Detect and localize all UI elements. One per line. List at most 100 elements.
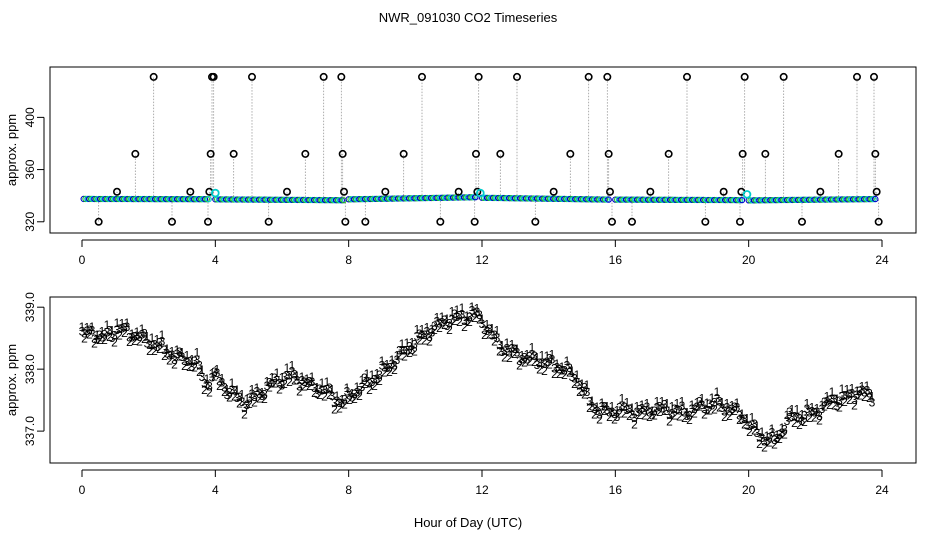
series-3-point: 3 [631,411,638,425]
top-highlight-points [211,188,752,199]
series-2-point: 2 [386,365,393,379]
series-2-point: 2 [651,409,658,423]
series-3-point: 3 [611,407,618,421]
series-3-point: 3 [626,402,633,416]
series-3-point: 3 [814,405,821,419]
series-1-point: 1 [254,381,261,395]
series-1-point: 1 [819,398,826,412]
series-2-point: 2 [566,366,573,380]
series-1-point: 1 [859,379,866,393]
series-2-point: 2 [491,334,498,348]
series-3-point: 3 [584,385,591,399]
series-3-point: 3 [859,383,866,397]
series-3-point: 3 [224,388,231,402]
series-2-point: 2 [806,411,813,425]
series-2-point: 2 [181,359,188,373]
series-1-point: 1 [159,328,166,342]
series-2-point: 2 [851,398,858,412]
series-3-point: 3 [524,353,531,367]
series-3-point: 3 [496,338,503,352]
outlier-point [852,72,861,81]
series-2-point: 2 [526,355,533,369]
series-3-point: 3 [334,394,341,408]
series-2-point: 2 [816,414,823,428]
series-1-point: 1 [599,396,606,410]
outlier-point [627,217,636,226]
series-1-point: 1 [464,309,471,323]
series-1-point: 1 [114,316,121,330]
series-1-point: 1 [814,402,821,416]
series-1-point: 1 [704,396,711,410]
x-tick-label: 12 [475,483,489,497]
outlier-point [603,72,612,81]
series-3-point: 3 [169,348,176,362]
series-2-point: 2 [501,350,508,364]
series-1-point: 1 [484,318,491,332]
series-2-point: 2 [381,366,388,380]
series-3-point: 3 [189,360,196,374]
series-2-point: 2 [186,360,193,374]
series-2-point: 2 [236,396,243,410]
series-2-point: 2 [191,361,198,375]
series-3-point: 3 [114,323,121,337]
outlier-point [701,217,710,226]
series-1-point: 1 [829,385,836,399]
series-1-point: 1 [524,347,531,361]
series-3-point: 3 [119,322,126,336]
series-3-point: 3 [234,391,241,405]
series-3-point: 3 [324,383,331,397]
series-3-point: 3 [346,389,353,403]
series-2-point: 2 [626,409,633,423]
series-2-point: 2 [326,388,333,402]
series-1-point: 1 [639,398,646,412]
series-2-point: 2 [571,377,578,391]
series-3-point: 3 [721,405,728,419]
series-3-point: 3 [221,381,228,395]
series-2-point: 2 [166,354,173,368]
series-3-point: 3 [424,324,431,338]
series-2-point: 2 [801,415,808,429]
series-3-point: 3 [276,376,283,390]
series-3-point: 3 [579,384,586,398]
outlier-point [512,72,521,81]
series-3-point: 3 [136,330,143,344]
series-2-point: 2 [646,410,653,424]
series-3-point: 3 [451,307,458,321]
series-1-point: 1 [839,382,846,396]
outlier-point [113,187,122,196]
series-2-point: 2 [271,377,278,391]
series-3-point: 3 [731,400,738,414]
series-3-point: 3 [321,383,328,397]
series-3-point: 3 [541,357,548,371]
series-3-point: 3 [266,375,273,389]
series-1-point: 1 [174,343,181,357]
series-1-point: 1 [609,400,616,414]
outlier-point [779,72,788,81]
series-3-point: 3 [341,393,348,407]
top-baseline [80,194,879,204]
series-3-point: 3 [706,397,713,411]
outlier-point [229,149,238,158]
series-3-point: 3 [101,327,108,341]
series-3-point: 3 [361,371,368,385]
baseline-point [205,196,212,203]
series-3-point: 3 [769,426,776,440]
series-2-point: 2 [511,347,518,361]
outlier-point [282,187,291,196]
baseline-point [338,197,345,204]
series-3-point: 3 [651,404,658,418]
series-3-point: 3 [799,414,806,428]
series-1-point: 1 [179,346,186,360]
series-3-point: 3 [539,356,546,370]
series-3-point: 3 [601,400,608,414]
series-3-point: 3 [106,324,113,338]
outlier-point [341,217,350,226]
series-1-point: 1 [169,345,176,359]
baseline-point [605,196,612,203]
series-3-point: 3 [779,426,786,440]
series-3-point: 3 [464,314,471,328]
outlier-point [604,149,613,158]
series-3-point: 3 [396,343,403,357]
outlier-point [682,72,691,81]
series-2-point: 2 [216,379,223,393]
